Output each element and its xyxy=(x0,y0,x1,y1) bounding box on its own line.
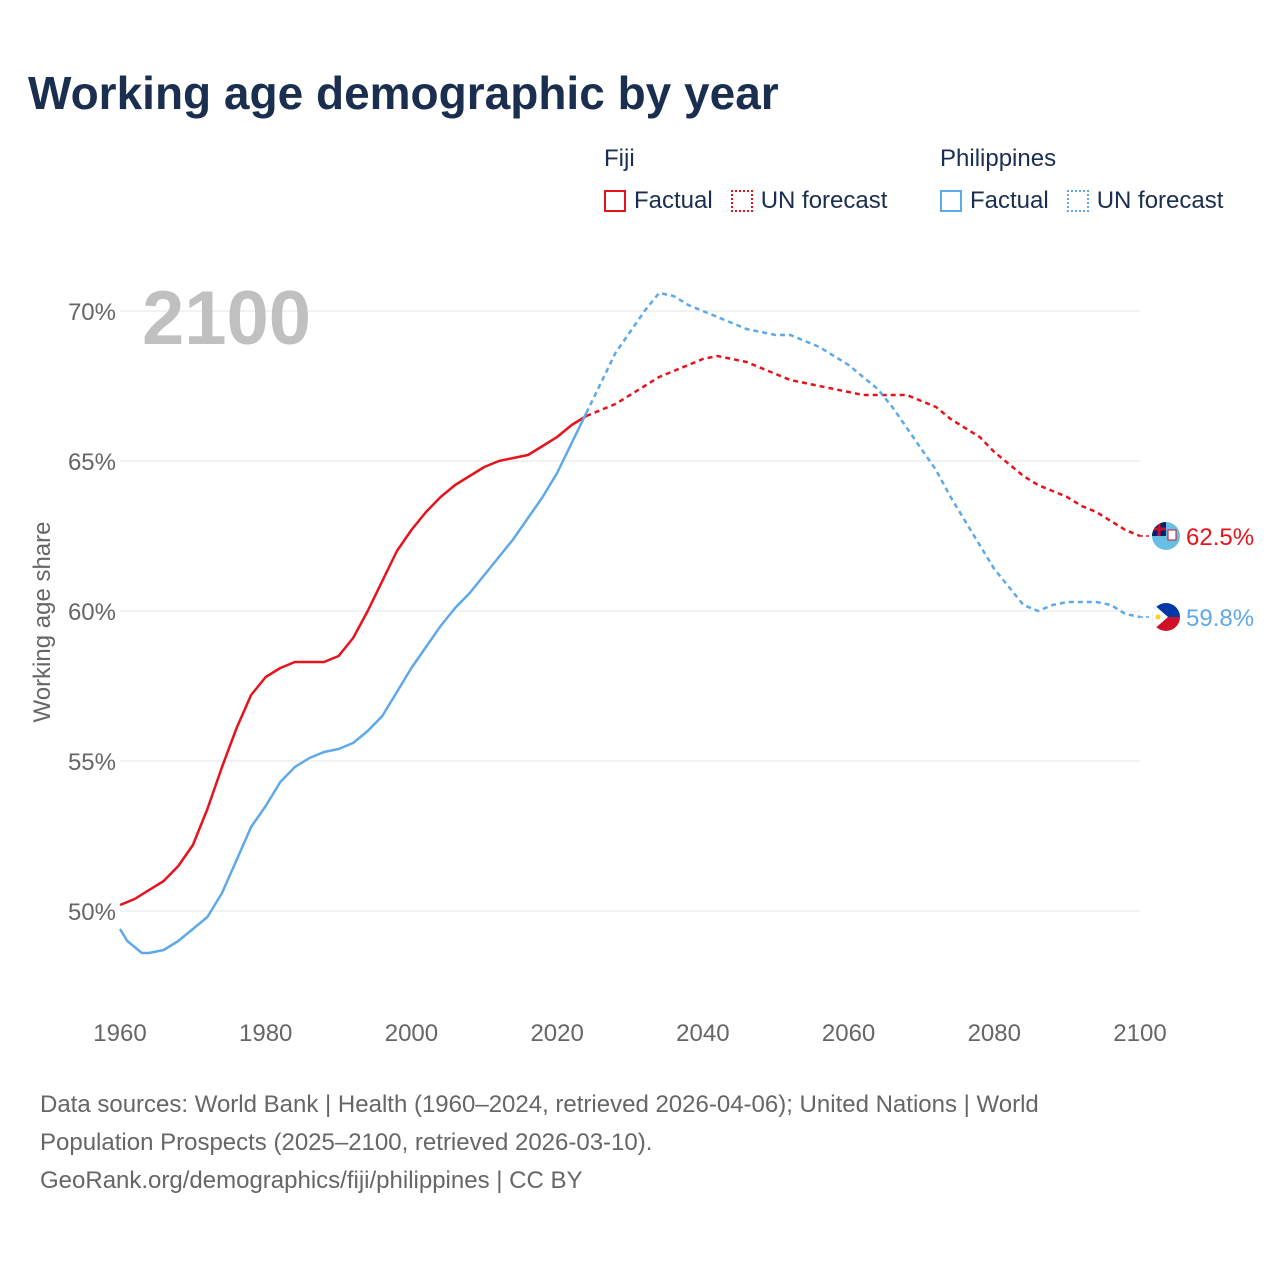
chart-title: Working age demographic by year xyxy=(28,67,779,119)
legend-item-fiji-forecast[interactable]: UN forecast xyxy=(730,187,888,215)
series-end-markers: 62.5% 59.8% xyxy=(1140,522,1254,632)
legend-group-name: Fiji xyxy=(604,145,635,172)
end-value-label-philippines: 59.8% xyxy=(1186,605,1254,632)
gridlines xyxy=(120,310,1140,912)
legend-label: UN forecast xyxy=(760,187,888,214)
series-line-fiji-forecast xyxy=(585,354,1141,538)
legend-label: Factual xyxy=(634,187,713,214)
footer-line: GeoRank.org/demographics/fiji/philippine… xyxy=(40,1167,583,1194)
x-tick-label: 2060 xyxy=(822,1020,875,1047)
flag-shield xyxy=(1167,529,1177,541)
footer-sources: Data sources: World Bank | Health (1960–… xyxy=(40,1086,1240,1200)
end-value-label-fiji: 62.5% xyxy=(1186,524,1254,551)
legend-group-name: Philippines xyxy=(940,145,1057,172)
x-tick-label: 2000 xyxy=(385,1020,438,1047)
series-line-fiji-factual xyxy=(119,414,587,907)
legend-swatch-dotted xyxy=(1066,190,1089,212)
legend-item-philippines-forecast[interactable]: UN forecast xyxy=(1066,187,1224,215)
legend-group-philippines: Philippines Factual UN forecast xyxy=(940,145,1241,215)
y-tick-label: 50% xyxy=(68,899,116,926)
legend-item-philippines-factual[interactable]: Factual xyxy=(940,187,1049,215)
x-tick-label: 1960 xyxy=(93,1020,146,1047)
x-axis-ticks: 1960 1980 2000 2020 2040 2060 2080 2100 xyxy=(93,1020,1166,1047)
y-axis-ticks: 50% 55% 60% 65% 70% xyxy=(68,299,116,926)
legend-group-fiji: Fiji Factual UN forecast xyxy=(604,145,905,215)
legend-swatch-solid xyxy=(604,190,626,212)
y-axis-label: Working age share xyxy=(29,522,56,723)
footer-line: Data sources: World Bank | Health (1960–… xyxy=(40,1091,1039,1118)
y-tick-label: 65% xyxy=(68,449,116,476)
flag-body xyxy=(1152,522,1180,550)
flag-fiji-icon xyxy=(1152,522,1180,550)
year-watermark: 2100 xyxy=(142,276,311,361)
y-tick-label: 60% xyxy=(68,599,116,626)
x-tick-label: 2080 xyxy=(968,1020,1021,1047)
legend-swatch-solid xyxy=(940,190,962,212)
series-lines xyxy=(118,291,1141,955)
series-line-philippines-forecast xyxy=(585,291,1141,619)
flag-sun xyxy=(1155,614,1161,620)
x-tick-label: 2100 xyxy=(1113,1020,1166,1047)
x-tick-label: 2020 xyxy=(530,1020,583,1047)
y-tick-label: 55% xyxy=(68,749,116,776)
legend-label: UN forecast xyxy=(1096,187,1224,214)
legend-item-fiji-factual[interactable]: Factual xyxy=(604,187,713,215)
flag-philippines-icon xyxy=(1152,603,1180,631)
x-tick-label: 2040 xyxy=(676,1020,729,1047)
flag-body xyxy=(1152,603,1180,631)
y-tick-label: 70% xyxy=(68,299,116,326)
legend-label: Factual xyxy=(970,187,1049,214)
series-line-philippines-factual xyxy=(118,412,588,955)
x-tick-label: 1980 xyxy=(239,1020,292,1047)
footer-line: Population Prospects (2025–2100, retriev… xyxy=(40,1129,653,1156)
legend-swatch-dotted xyxy=(730,190,753,212)
